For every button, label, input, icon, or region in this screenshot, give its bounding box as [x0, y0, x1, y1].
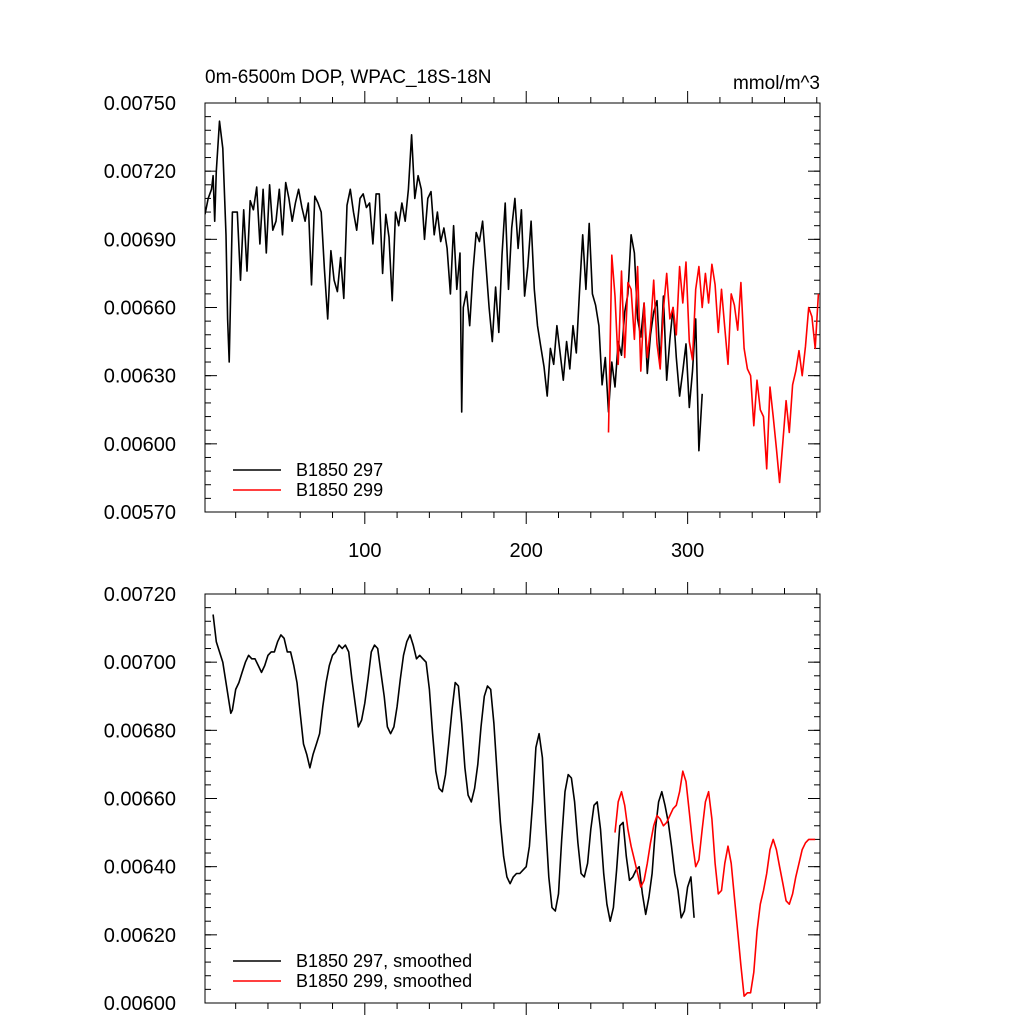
legend-label-1: B1850 299, smoothed — [296, 971, 472, 991]
y-tick-label: 0.00630 — [104, 366, 176, 388]
y-tick-label: 0.00700 — [104, 652, 176, 674]
x-tick-label: 200 — [510, 540, 543, 562]
plot-frame — [204, 593, 821, 1004]
y-tick-label: 0.00600 — [104, 434, 176, 456]
plot-frame — [204, 102, 821, 513]
series-line-0 — [212, 614, 695, 923]
y-tick-label: 0.00720 — [104, 584, 176, 606]
chart-panel-bottom: 0.00600 0.00620 0.00640 0.00660 0.00680 0.007… — [104, 582, 821, 1015]
y-tick-label: 0.00720 — [104, 161, 176, 183]
y-tick-label: 0.00600 — [104, 993, 176, 1015]
legend-label-0: B1850 297, smoothed — [296, 951, 472, 971]
series-line-1 — [614, 770, 816, 998]
units-label: mmol/m^3 — [733, 73, 820, 94]
y-tick-label: 0.00750 — [104, 93, 176, 115]
x-tick-label: 300 — [671, 540, 704, 562]
chart-title: 0m-6500m DOP, WPAC_18S-18N — [205, 67, 492, 88]
y-tick-label: 0.00640 — [104, 857, 176, 879]
x-tick-label: 100 — [348, 540, 381, 562]
y-tick-label: 0.00680 — [104, 720, 176, 742]
y-tick-label: 0.00620 — [104, 925, 176, 947]
y-tick-label: 0.00690 — [104, 229, 176, 251]
y-tick-label: 0.00570 — [104, 502, 176, 524]
legend-label-1: B1850 299 — [296, 480, 383, 500]
series-line-1 — [607, 254, 820, 484]
legend-label-0: B1850 297 — [296, 460, 383, 480]
y-tick-label: 0.00660 — [104, 298, 176, 320]
chart-panel-top: 0.00570 0.00600 0.00630 0.00660 0.00690 0.007… — [104, 67, 821, 562]
y-tick-label: 0.00660 — [104, 789, 176, 811]
